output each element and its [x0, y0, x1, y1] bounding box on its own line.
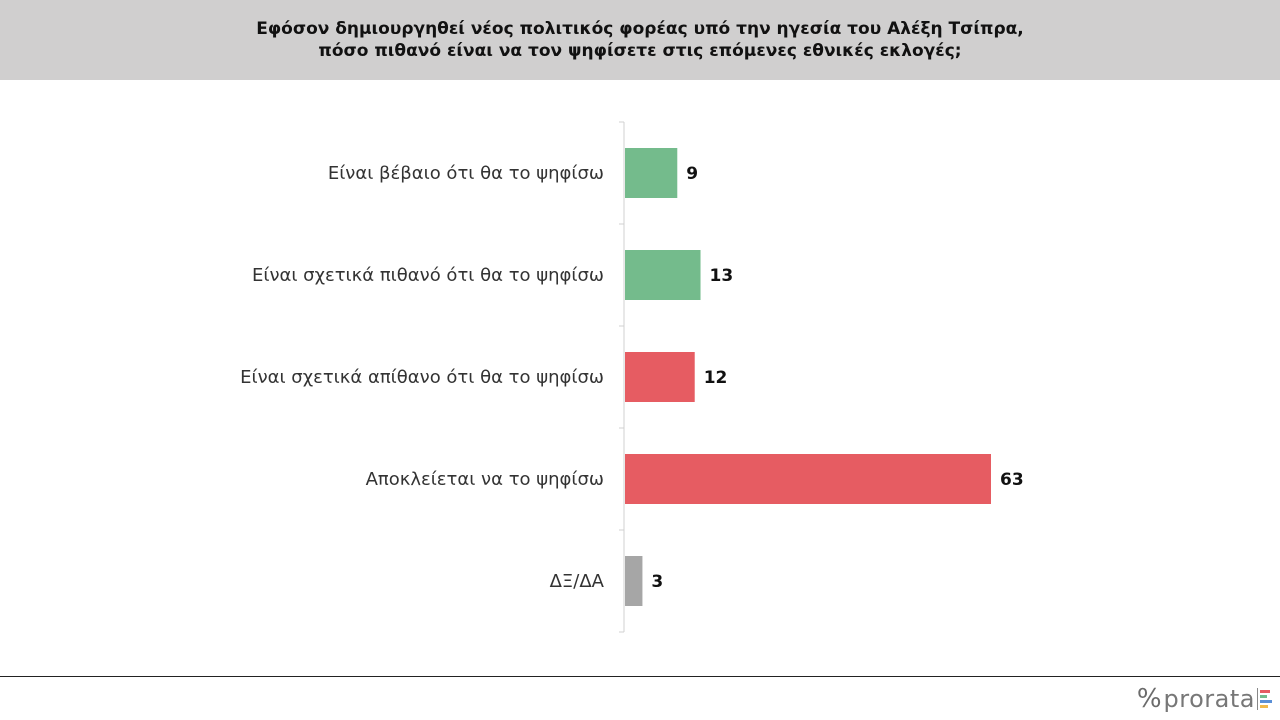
bottom-divider [0, 676, 1280, 677]
category-label: ΔΞ/ΔΑ [550, 571, 605, 592]
chart-title-line-2: πόσο πιθανό είναι να τον ψηφίσετε στις ε… [318, 41, 962, 61]
chart-title-line-1: Εφόσον δημιουργηθεί νέος πολιτικός φορέα… [256, 19, 1024, 39]
logo-separator [1257, 688, 1258, 710]
bar [625, 352, 695, 402]
bar [625, 454, 991, 504]
logo-text: prorata [1163, 685, 1255, 713]
logo-bars-icon [1260, 690, 1272, 708]
category-label: Είναι σχετικά απίθανο ότι θα το ψηφίσω [240, 367, 604, 388]
value-label: 3 [651, 572, 663, 592]
category-label: Αποκλείεται να το ψηφίσω [366, 469, 604, 490]
value-label: 9 [686, 164, 698, 184]
value-label: 12 [704, 368, 728, 388]
bar [625, 148, 678, 198]
category-label: Είναι βέβαιο ότι θα το ψηφίσω [328, 163, 604, 184]
percent-icon: % [1136, 684, 1162, 714]
prorata-logo: % prorata [1137, 684, 1272, 714]
category-label: Είναι σχετικά πιθανό ότι θα το ψηφίσω [252, 265, 604, 286]
bar [625, 250, 701, 300]
value-label: 13 [710, 266, 734, 286]
value-label: 63 [1000, 470, 1024, 490]
title-banner: Εφόσον δημιουργηθεί νέος πολιτικός φορέα… [0, 0, 1280, 80]
bar [625, 556, 643, 606]
